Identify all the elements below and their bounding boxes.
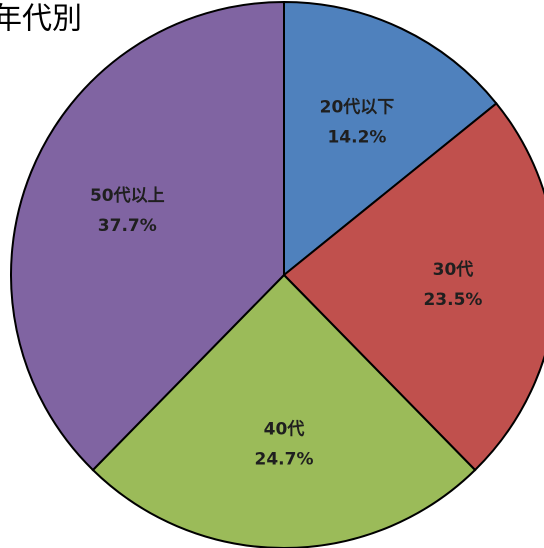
- pie-slice: [282, 102, 544, 472]
- category-label: 20代以下: [320, 96, 395, 117]
- value-label: 23.5%: [423, 290, 482, 310]
- value-label: 37.7%: [98, 216, 157, 236]
- value-label: 24.7%: [255, 449, 314, 469]
- value-label: 14.2%: [327, 127, 386, 147]
- category-label: 30代: [433, 259, 474, 280]
- pie-slice: [10, 0, 285, 472]
- category-label: 40代: [264, 418, 305, 439]
- chart-title: 年代別: [0, 2, 82, 37]
- category-label: 50代以上: [90, 185, 165, 206]
- pie-slice: [283, 0, 498, 278]
